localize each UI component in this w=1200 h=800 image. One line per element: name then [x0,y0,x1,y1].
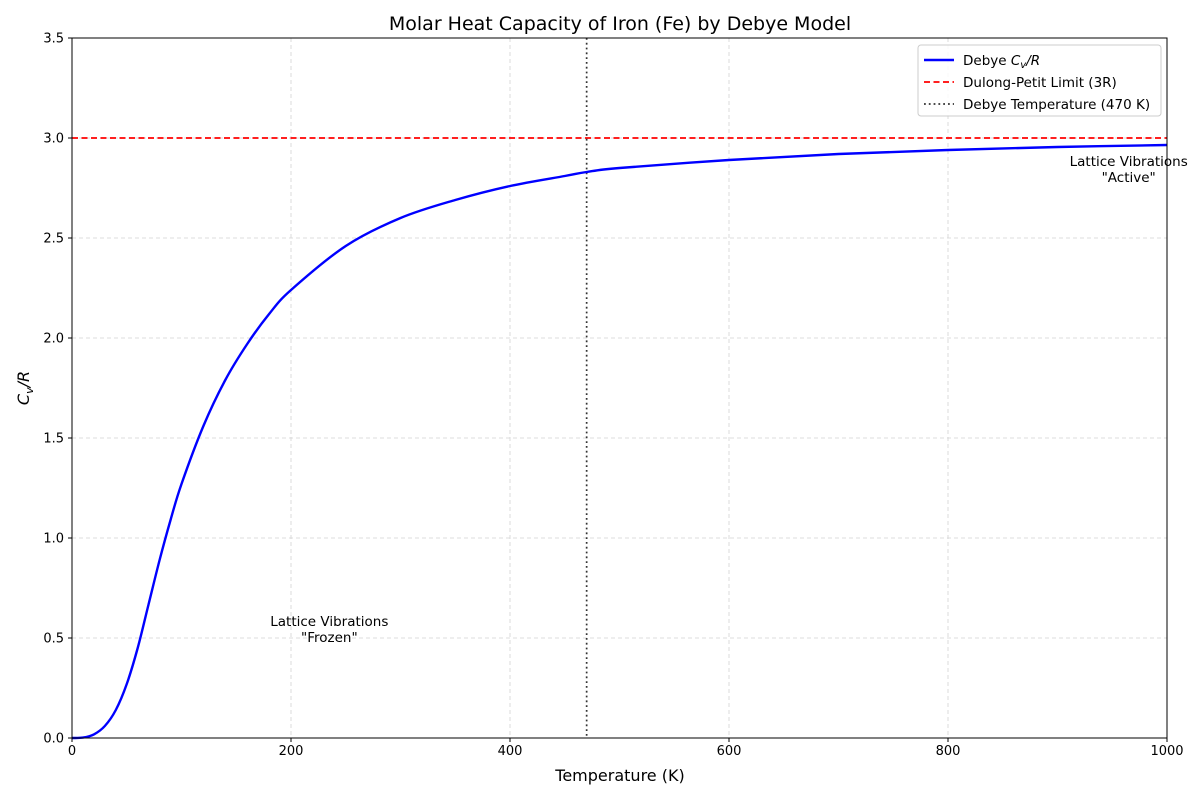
legend-label-sub: v [1020,60,1027,71]
annotation-text: Lattice Vibrations "Frozen" [270,614,388,646]
legend-label: Debye Temperature (470 K) [963,97,1150,113]
x-tick-label: 1000 [1150,744,1183,759]
x-tick-label: 600 [717,744,742,759]
y-tick-label: 1.5 [43,432,64,447]
annotation-line: "Active" [1102,170,1156,186]
legend-label: Dulong-Petit Limit (3R) [963,75,1117,91]
x-tick-label: 800 [936,744,961,759]
x-tick-label: 0 [68,744,76,759]
x-axis-label: Temperature (K) [554,766,684,785]
legend-box [917,44,1162,117]
annotation-text: Lattice Vibrations "Active" [1070,154,1188,186]
debye-curve [71,143,1168,740]
grid-layer [71,37,1168,739]
chart-title: Molar Heat Capacity of Iron (Fe) by Deby… [389,13,851,35]
plot-frame [71,37,1168,739]
annotation-layer: Lattice Vibrations "Frozen"Lattice Vibrat… [270,154,1187,646]
legend: Debye Cv/R Dulong-Petit Limit (3R) Debye T… [917,44,1162,117]
annotation-line: "Frozen" [301,630,358,646]
legend-label-suffix: /R [1025,53,1040,69]
annotation-line: Lattice Vibrations [1070,154,1188,170]
y-tick-label: 0.0 [43,732,64,747]
series-layer [71,38,1168,740]
legend-label-main: C [1011,53,1021,69]
annotation-line: Lattice Vibrations [270,614,388,630]
y-tick-label: 3.0 [43,132,64,147]
y-tick-label: 3.5 [43,32,64,47]
y-tick-label: 0.5 [43,632,64,647]
x-tick-label: 400 [498,744,523,759]
y-axis-label: Cv/R [14,371,36,405]
tick-layer: 0 200 400 600 800 1000 0.0 0.5 1.0 1.5 2.0 2.5 3.0 3.… [43,32,1183,760]
legend-label-prefix: Debye [963,53,1011,69]
y-tick-label: 2.5 [43,232,64,247]
y-tick-label: 2.0 [43,332,64,347]
y-tick-label: 1.0 [43,532,64,547]
x-tick-label: 200 [279,744,304,759]
legend-label: Debye Cv/R [963,53,1040,71]
